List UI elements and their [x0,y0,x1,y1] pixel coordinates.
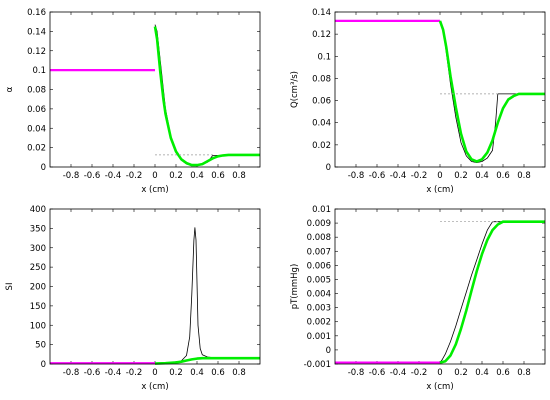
y-tick-label: 50 [35,341,46,351]
y-tick-label: 150 [30,302,46,312]
y-tick-label: 0.005 [307,275,331,285]
plot-frame [49,11,261,168]
x-tick-label: 0.8 [517,368,531,378]
y-tick-label: 0.16 [27,8,46,18]
x-tick-label: 0.2 [169,171,183,181]
x-tick-label: 0.2 [454,171,468,181]
x-tick-label: 0 [437,171,442,181]
y-axis-label: SI [5,283,15,291]
x-tick-label: 0.8 [517,171,531,181]
y-tick-label: 0.01 [312,205,331,215]
y-tick-label: 400 [30,205,46,215]
y-tick-label: 0.06 [312,97,331,107]
x-tick-label: 0.8 [232,171,246,181]
x-tick-label: 0 [152,171,157,181]
y-tick-label: 0 [326,163,331,173]
x-tick-label: 0.4 [190,171,204,181]
y-tick-label: 0.001 [307,332,331,342]
x-tick-label: -0.8 [348,171,365,181]
y-tick-label: 250 [30,263,46,273]
series-line-green [439,220,545,364]
panel-Q: -0.8 -0.6 -0.4 -0.2 0 0.2 0.4 0.6 0.8 0 0.02 0.04 0.… [290,8,546,195]
x-tick-label: 0 [152,368,157,378]
x-tick-label: -0.2 [126,171,143,181]
y-tick-label: 0.1 [32,66,46,76]
y-tick-label: 0.12 [27,47,46,57]
y-tick-label: 0.1 [317,52,331,62]
x-tick-label: -0.6 [84,368,101,378]
x-tick-label: -0.6 [369,171,386,181]
y-tick-label: -0.001 [304,360,331,370]
y-tick-label: 0.02 [27,144,46,154]
y-tick-label: 0.14 [27,27,46,37]
x-tick-label: -0.6 [369,368,386,378]
x-tick-label: -0.2 [126,368,143,378]
y-tick-label: 0 [41,360,46,370]
x-tick-label: 0.6 [496,368,510,378]
y-axis-label: Q(cm³/s) [290,71,300,108]
y-tick-label: 0.008 [307,233,331,243]
panel-SI: -0.8 -0.6 -0.4 -0.2 0 0.2 0.4 0.6 0.8 0 50 100 150 20… [5,205,261,392]
x-tick-label: 0.4 [475,368,489,378]
x-tick-label: 0.8 [232,368,246,378]
y-tick-label: 0.007 [307,247,331,257]
x-tick-label: 0 [437,368,442,378]
y-tick-label: 0 [41,163,46,173]
y-axis-label: α [5,86,15,92]
y-tick-label: 0.004 [307,290,331,300]
x-tick-label: 0.6 [211,171,225,181]
x-tick-label: -0.2 [411,171,428,181]
plot-frame [334,208,546,365]
x-axis-label: x (cm) [141,185,168,195]
x-tick-label: -0.4 [105,171,122,181]
y-axis-label: pT(mmHg) [290,264,300,310]
y-tick-label: 0.02 [312,141,331,151]
x-tick-label: -0.4 [105,368,122,378]
y-tick-label: 200 [30,283,46,293]
y-tick-label: 0.08 [312,74,331,84]
y-tick-label: 0.003 [307,304,331,314]
x-tick-label: 0.2 [454,368,468,378]
y-tick-label: 0.04 [27,124,46,134]
series-line-green [438,20,545,163]
x-axis-label: x (cm) [141,382,168,392]
x-tick-label: -0.8 [63,368,80,378]
series-line-green [153,26,260,167]
y-tick-label: 0.04 [312,119,331,129]
y-tick-label: 0.12 [312,30,331,40]
y-tick-label: 0.06 [27,105,46,115]
plot-frame [49,208,261,365]
x-tick-label: 0.6 [496,171,510,181]
x-tick-label: 0.6 [211,368,225,378]
x-tick-label: -0.8 [348,368,365,378]
x-tick-label: -0.4 [390,171,407,181]
y-tick-label: 0.006 [307,261,331,271]
panel-alpha: -0.8 -0.6 -0.4 -0.2 0 0.2 0.4 0.6 0.8 0 0.02 0.04 0.… [5,8,261,195]
x-tick-label: -0.2 [411,368,428,378]
y-tick-label: 0.009 [307,219,331,229]
x-tick-label: -0.8 [63,171,80,181]
series-line-green [154,356,260,365]
x-tick-label: 0.2 [169,368,183,378]
x-axis-label: x (cm) [426,382,453,392]
series-line-black [154,227,260,364]
x-axis-label: x (cm) [426,185,453,195]
y-tick-label: 300 [30,244,46,254]
y-tick-label: 0 [326,346,331,356]
y-tick-label: 100 [30,321,46,331]
y-tick-label: 0.14 [312,8,331,18]
panel-pT: -0.8 -0.6 -0.4 -0.2 0 0.2 0.4 0.6 0.8 -0.001 0 0.00… [290,205,546,392]
x-tick-label: -0.6 [84,171,101,181]
x-tick-label: -0.4 [390,368,407,378]
x-tick-label: 0.4 [475,171,489,181]
y-tick-label: 0.002 [307,318,331,328]
x-tick-label: 0.4 [190,368,204,378]
plot-frame [334,11,546,168]
series-line-black [154,24,260,166]
y-tick-label: 0.08 [27,86,46,96]
y-tick-label: 350 [30,224,46,234]
